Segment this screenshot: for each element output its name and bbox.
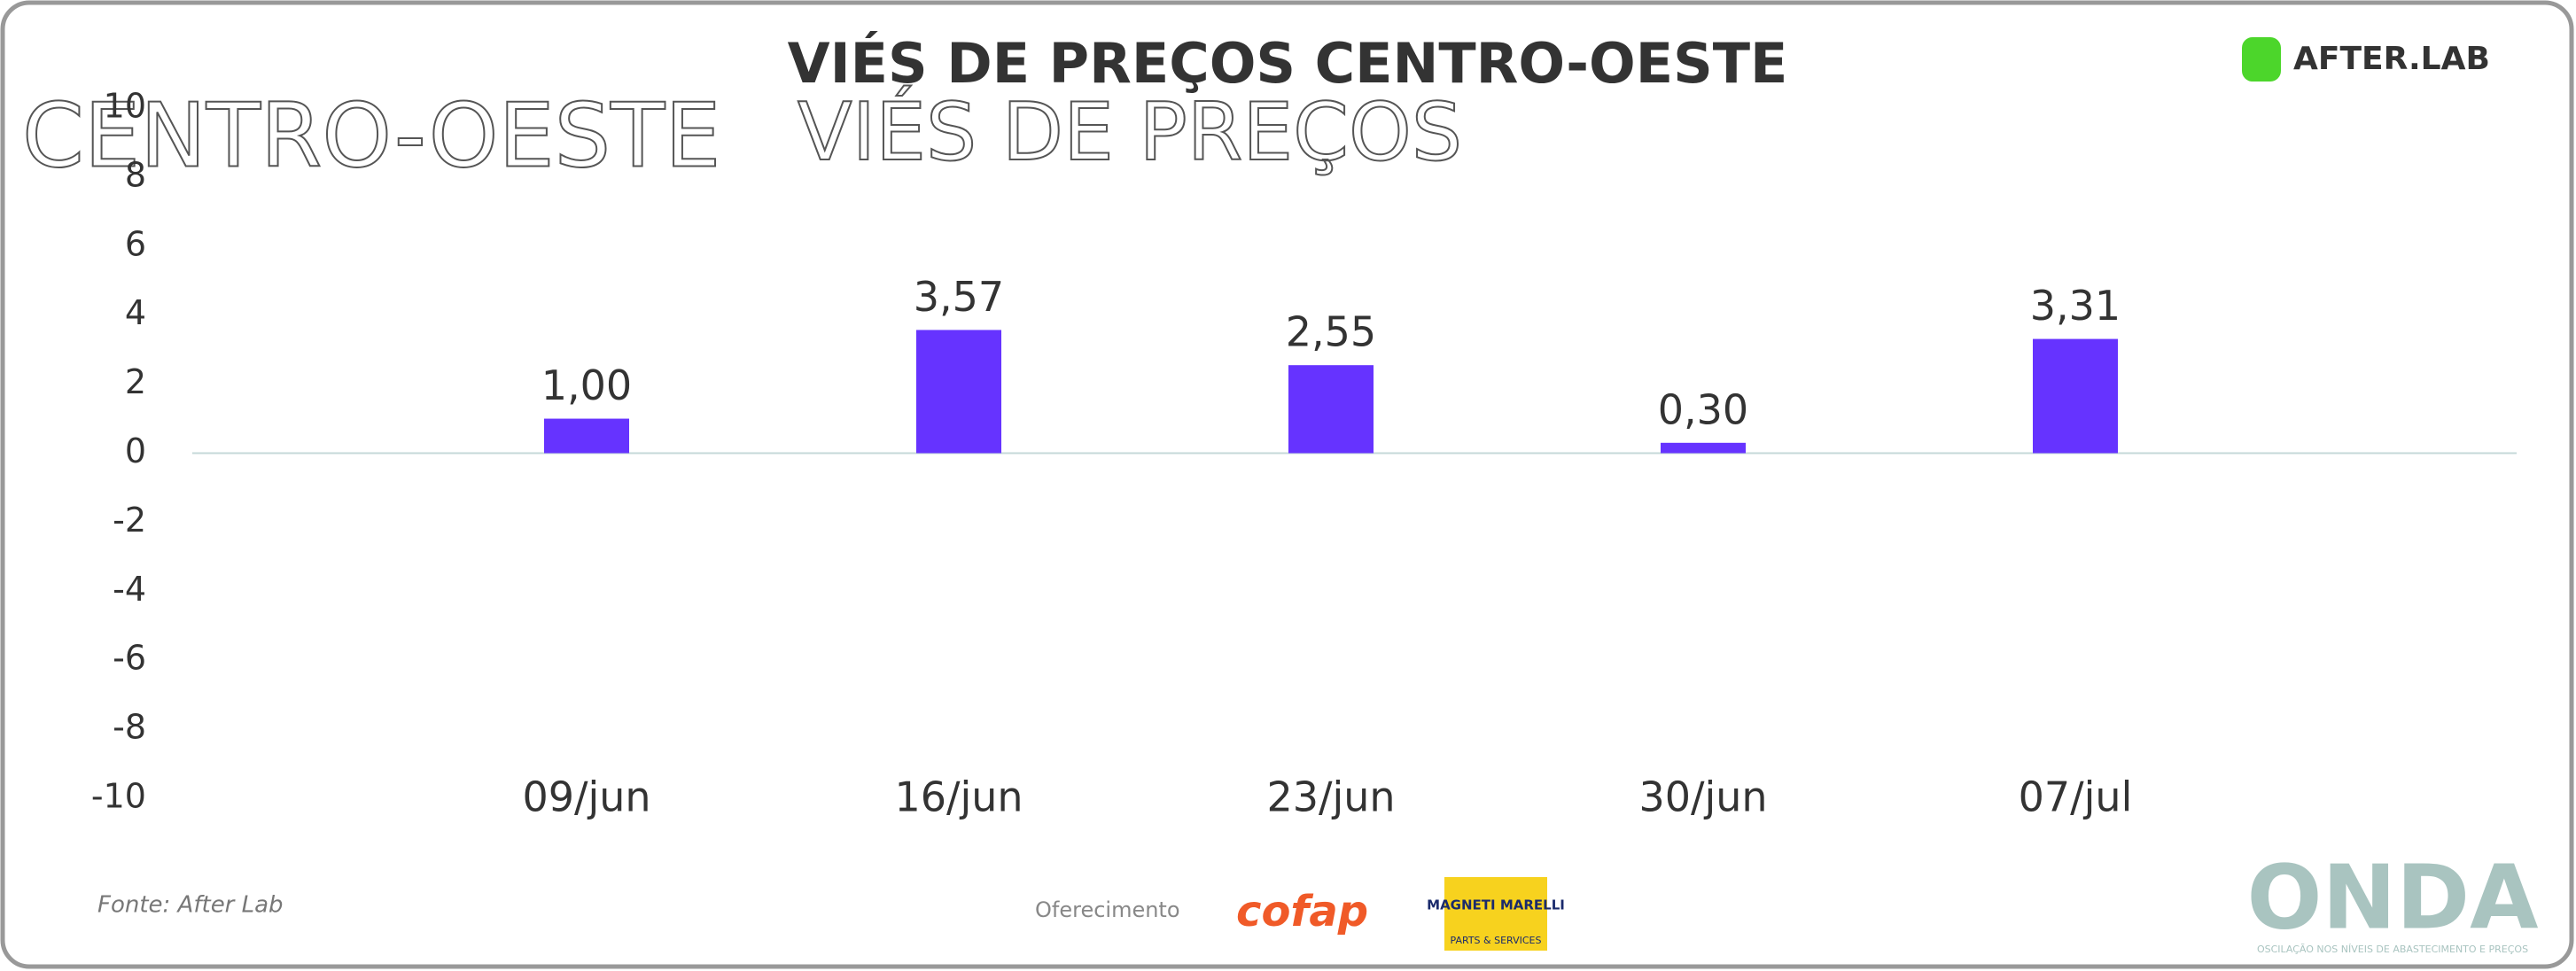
magneti-logo: MAGNETI MARELLI (1427, 897, 1565, 913)
magneti-logo-bg (1444, 877, 1547, 951)
bar (544, 418, 629, 454)
y-tick-label: 4 (125, 293, 146, 332)
source: Fonte: After Lab (97, 892, 284, 919)
y-tick-label: 6 (125, 224, 146, 263)
y-tick-label: -6 (113, 639, 146, 678)
y-tick-label: -4 (113, 570, 146, 609)
onda-logo: ONDA (2246, 845, 2538, 949)
x-tick-label: 30/jun (1638, 773, 1767, 821)
value-label: 3,57 (914, 273, 1004, 321)
value-label: 0,30 (1658, 385, 1748, 433)
value-label: 2,55 (1286, 308, 1376, 356)
y-tick-label: 10 (104, 87, 146, 126)
chart-title: VIÉS DE PREÇOS CENTRO-OESTE (788, 31, 1788, 96)
y-tick-label: -10 (91, 777, 146, 816)
y-tick-label: 0 (125, 431, 146, 470)
y-tick-label: 8 (125, 155, 146, 194)
logo: AFTER.LAB (2293, 41, 2490, 77)
overlay-text: CENTRO-OESTE (22, 83, 720, 187)
bar (916, 330, 1001, 454)
y-tick-label: -2 (113, 501, 146, 540)
x-tick-label: 23/jun (1266, 773, 1395, 821)
bar (2033, 338, 2118, 454)
cofap-logo: cofap (1236, 887, 1368, 936)
x-tick-label: 07/jul (2019, 773, 2133, 821)
x-tick-label: 09/jun (522, 773, 650, 821)
bar (1661, 442, 1746, 454)
bar (1288, 365, 1374, 454)
sponsor-label: Oferecimento (1035, 897, 1180, 922)
onda-tagline: OSCILAÇÃO NOS NÍVEIS DE ABASTECIMENTO E … (2257, 944, 2528, 955)
x-tick-label: 16/jun (894, 773, 1023, 821)
y-tick-label: 2 (125, 362, 146, 401)
logo-icon (2242, 37, 2281, 82)
value-label: 3,31 (2030, 282, 2121, 330)
value-label: 1,00 (541, 361, 632, 409)
magneti-sub: PARTS & SERVICES (1451, 935, 1542, 946)
y-tick-label: -8 (113, 708, 146, 747)
overlay-text: VIÉS DE PREÇOS (798, 84, 1462, 179)
